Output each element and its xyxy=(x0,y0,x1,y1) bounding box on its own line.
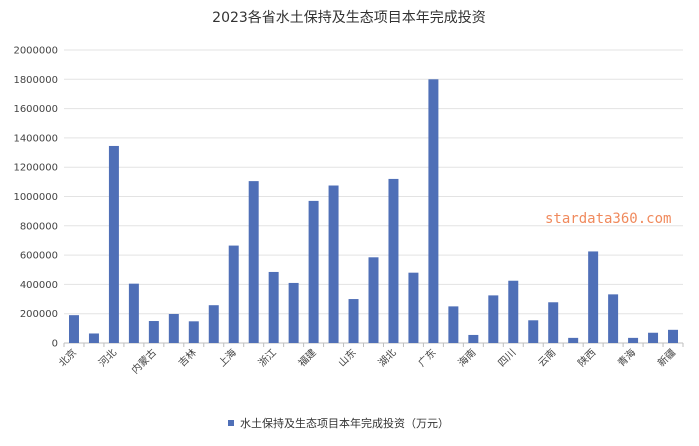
bar-广东 xyxy=(428,79,439,344)
x-tick-label: 内蒙古 xyxy=(129,346,159,376)
legend-label: 水土保持及生态项目本年完成投资（万元） xyxy=(240,416,449,430)
x-tick-label: 吉林 xyxy=(176,346,199,369)
bar-浙江 xyxy=(268,271,279,343)
bar-新疆 xyxy=(668,329,679,343)
bar-福建 xyxy=(308,200,319,343)
bar-贵州 xyxy=(528,320,539,343)
bar-内蒙古 xyxy=(148,321,159,343)
bar-青海 xyxy=(628,337,639,343)
bar-四川 xyxy=(508,280,519,343)
legend: 水土保持及生态项目本年完成投资（万元） xyxy=(228,416,449,430)
x-tick-label: 青海 xyxy=(615,346,638,369)
y-axis-ticks: 0 200000 400000 600000 800000 1000000 1200000 1… xyxy=(13,46,58,350)
bar-西藏 xyxy=(568,337,579,343)
x-tick-label: 湖北 xyxy=(376,347,399,370)
bar-辽宁 xyxy=(168,313,179,343)
bar-河北 xyxy=(108,145,119,343)
x-tick-label: 河北 xyxy=(96,347,119,370)
bar-陕西 xyxy=(588,251,599,343)
bar-江西 xyxy=(328,185,339,343)
y-tick-label: 1800000 xyxy=(13,75,58,86)
x-tick-label: 上海 xyxy=(216,346,239,369)
bar-湖南 xyxy=(408,272,419,343)
watermark-text: stardata360.com xyxy=(545,211,671,227)
x-tick-label: 浙江 xyxy=(256,347,279,370)
y-tick-label: 400000 xyxy=(20,280,58,291)
bar-宁夏 xyxy=(648,332,659,343)
bar-甘肃 xyxy=(608,294,619,343)
chart-title: 2023各省水土保持及生态项目本年完成投资 xyxy=(212,10,486,26)
legend-swatch xyxy=(228,420,234,426)
bar-上海 xyxy=(228,245,239,343)
bar-重庆 xyxy=(488,295,499,343)
y-tick-label: 800000 xyxy=(20,221,58,232)
bar-吉林 xyxy=(188,321,199,343)
x-tick-label: 山东 xyxy=(335,346,358,369)
bar-湖北 xyxy=(388,178,399,343)
x-tick-label: 新疆 xyxy=(655,346,678,369)
bar-黑龙江 xyxy=(208,305,219,343)
x-tick-label: 广东 xyxy=(415,346,438,369)
y-tick-label: 1400000 xyxy=(13,133,58,144)
bar-海南 xyxy=(468,334,479,343)
x-tick-label: 福建 xyxy=(295,346,318,369)
bar-北京 xyxy=(68,315,79,343)
y-tick-label: 600000 xyxy=(20,251,58,262)
x-tick-label: 北京 xyxy=(56,346,79,369)
x-tick-label: 云南 xyxy=(535,346,558,369)
bar-安徽 xyxy=(288,282,299,343)
bar-广西 xyxy=(448,306,459,343)
y-tick-label: 0 xyxy=(52,339,58,350)
x-tick-label: 海南 xyxy=(455,346,478,369)
bar-江苏 xyxy=(248,181,259,343)
bar-山东 xyxy=(348,299,359,343)
bar-天津 xyxy=(88,333,99,343)
y-tick-label: 200000 xyxy=(20,309,58,320)
bars xyxy=(68,79,679,344)
bar-山西 xyxy=(128,283,139,343)
gridlines xyxy=(64,49,683,344)
bar-云南 xyxy=(548,302,559,343)
y-tick-label: 2000000 xyxy=(13,46,58,57)
x-axis-ticks: 北京 河北 内蒙古 吉林 上海 浙江 福建 山东 湖北 广东 海南 四川 云南 陕西 青海 新疆 xyxy=(56,343,684,376)
y-tick-label: 1000000 xyxy=(13,192,58,203)
y-tick-label: 1200000 xyxy=(13,163,58,174)
x-tick-label: 陕西 xyxy=(575,346,598,369)
x-tick-label: 四川 xyxy=(496,347,518,369)
bar-河南 xyxy=(368,257,379,343)
y-tick-label: 1600000 xyxy=(13,104,58,115)
